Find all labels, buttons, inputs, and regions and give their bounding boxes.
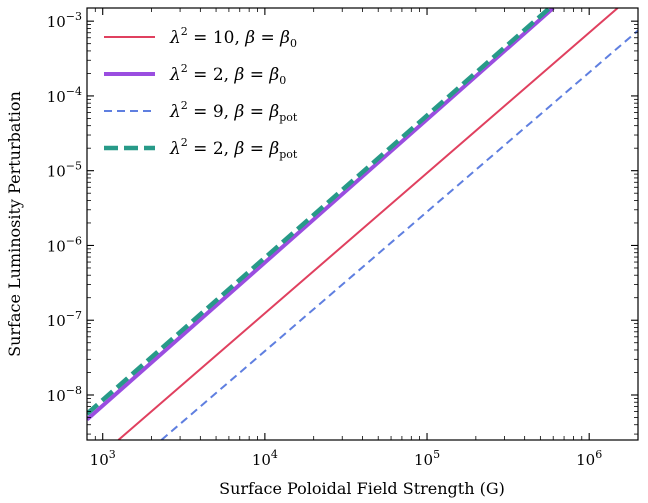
x-tick-label: 104 — [252, 448, 278, 469]
legend-label: λ2 = 9, β = βpot — [169, 99, 298, 124]
legend-label: λ2 = 2, β = β0 — [169, 62, 286, 87]
series-line-lam2-betapot — [87, 8, 552, 416]
y-tick-label: 10−8 — [47, 384, 82, 405]
y-tick-label: 10−3 — [47, 10, 82, 31]
series-line-lam10-beta0 — [117, 8, 619, 440]
y-tick-label: 10−7 — [47, 309, 82, 330]
legend: λ2 = 10, β = β0 λ2 = 2, β = β0 λ2 = 9, β =… — [104, 25, 298, 161]
y-tick-label: 10−4 — [47, 85, 82, 106]
legend-entry-lam2-beta0: λ2 = 2, β = β0 — [104, 62, 286, 87]
series-line-lam2-beta0 — [87, 8, 555, 421]
x-tick-label: 103 — [90, 448, 116, 469]
legend-entry-lam2-betapot: λ2 = 2, β = βpot — [104, 136, 298, 161]
x-tick-label: 106 — [576, 448, 602, 469]
y-tick-label: 10−6 — [47, 234, 82, 255]
y-tick-label: 10−5 — [47, 160, 82, 181]
x-axis-label: Surface Poloidal Field Strength (G) — [219, 479, 505, 498]
x-tick-label: 105 — [414, 448, 440, 469]
legend-label: λ2 = 2, β = βpot — [169, 136, 298, 161]
series-layer — [87, 8, 638, 440]
legend-entry-lam10-beta0: λ2 = 10, β = β0 — [104, 25, 297, 50]
y-axis-ticks: 10−8 10−7 10−6 10−5 10−4 10−3 — [47, 10, 638, 435]
series-line-lam9-betapot — [160, 29, 638, 440]
legend-label: λ2 = 10, β = β0 — [169, 25, 297, 50]
legend-entry-lam9-betapot: λ2 = 9, β = βpot — [104, 99, 298, 124]
x-axis-ticks: 103 104 105 106 — [86, 8, 639, 469]
y-axis-label: Surface Luminosity Perturbation — [5, 91, 24, 357]
